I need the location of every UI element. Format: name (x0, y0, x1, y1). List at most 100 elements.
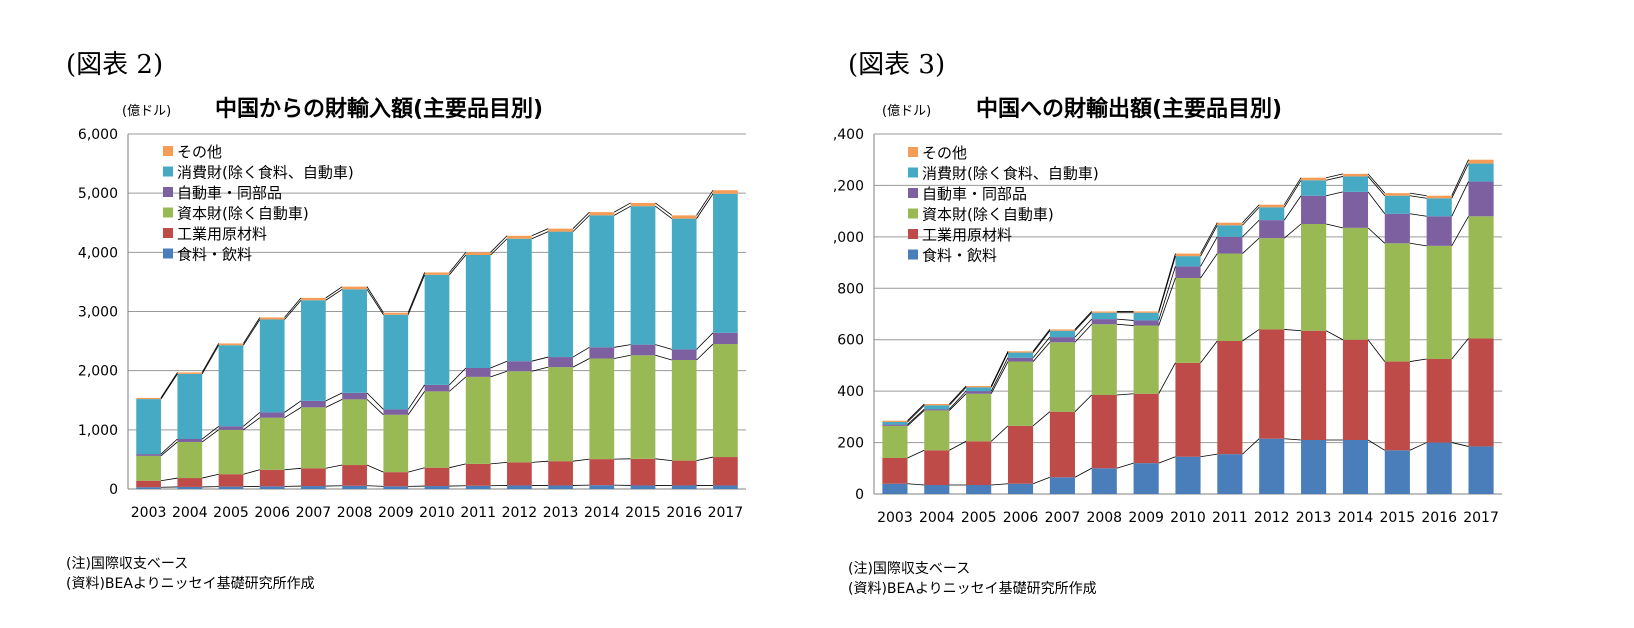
series-line (490, 370, 508, 378)
x-tick-label: 2011 (1212, 510, 1248, 526)
series-line (696, 332, 714, 350)
y-tick-label: 600 (837, 333, 864, 349)
series-line (572, 458, 590, 462)
bar-segment-capital (1133, 325, 1159, 394)
bar-segment-consumer (713, 193, 738, 333)
series-line (160, 372, 178, 399)
series-line (1074, 318, 1092, 338)
bar-segment-other (966, 386, 992, 388)
series-line (907, 405, 925, 423)
bar-segment-capital (383, 414, 409, 473)
bar-segment-food (507, 485, 532, 489)
bar-segment-consumer (1301, 180, 1327, 196)
bar-segment-industrial (1175, 362, 1201, 457)
figure-label: (図表 2) (66, 50, 164, 80)
series-line (696, 456, 714, 461)
bar-segment-industrial (218, 474, 244, 487)
bar-segment-capital (1259, 238, 1285, 330)
series-line (1158, 456, 1176, 464)
bar-segment-other (1301, 177, 1327, 181)
note-source: (資料)BEAよりニッセイ基礎研究所作成 (848, 581, 1097, 597)
bar-segment-industrial (259, 469, 285, 487)
bar-segment-capital (882, 425, 908, 458)
bar-segment-industrial (465, 463, 491, 486)
legend-label-auto: 自動車・同部品 (922, 185, 1027, 203)
bar-segment-auto (1217, 236, 1243, 254)
bar-segment-consumer (882, 422, 908, 425)
bar-segment-food (1342, 440, 1369, 494)
bar-segment-industrial (713, 457, 738, 486)
bar-segment-industrial (630, 458, 656, 486)
legend-swatch-capital (908, 208, 918, 219)
series-line (366, 392, 384, 410)
series-line (201, 343, 219, 373)
series-line (366, 485, 384, 487)
bar-segment-consumer (1384, 195, 1410, 214)
series-line (490, 235, 508, 253)
series-line (160, 438, 178, 455)
bar-segment-other (1384, 193, 1410, 196)
series-line (160, 477, 178, 482)
series-line (449, 367, 467, 386)
bar-segment-capital (1342, 227, 1369, 340)
series-line (325, 464, 343, 469)
series-line (1409, 442, 1427, 451)
series-line (1326, 176, 1343, 181)
bar-segment-food (1384, 450, 1410, 494)
series-line (531, 366, 549, 372)
series-line (696, 343, 714, 361)
legend-label-food: 食料・飲料 (177, 246, 252, 264)
bar-segment-industrial (671, 460, 697, 486)
bar-segment-consumer (259, 319, 285, 413)
bar-segment-industrial (1259, 329, 1285, 439)
series-line (572, 215, 590, 232)
bar-segment-food (424, 486, 450, 489)
series-line (613, 205, 631, 216)
x-tick-label: 2013 (543, 505, 579, 521)
bar-segment-consumer (1468, 163, 1494, 182)
bar-segment-other (1133, 311, 1159, 313)
bar-segment-consumer (924, 405, 950, 410)
bar-segment-consumer (1091, 312, 1117, 320)
series-line (407, 274, 426, 315)
series-line (1200, 340, 1218, 364)
legend-label-capital: 資本財(除く自動車) (177, 205, 309, 223)
bar-segment-auto (1049, 337, 1075, 343)
chart-notes: (注)国際収支ベース (資料)BEAよりニッセイ基礎研究所作成 (848, 559, 1097, 599)
series-line (1116, 462, 1134, 469)
note-source: (資料)BEAよりニッセイ基礎研究所作成 (66, 576, 315, 592)
series-line (1242, 329, 1260, 342)
series-line (949, 390, 967, 410)
series-line (1200, 222, 1218, 254)
bar-segment-consumer (1007, 352, 1034, 358)
series-line (907, 408, 925, 425)
bar-segment-consumer (1133, 312, 1159, 321)
bar-segment-consumer (630, 206, 656, 345)
bar-segment-auto (136, 454, 161, 456)
series-line (201, 345, 219, 375)
bar-segment-other (465, 252, 491, 255)
series-line (407, 384, 425, 410)
bar-segment-industrial (1217, 341, 1243, 455)
bar-segment-auto (1259, 220, 1285, 239)
bar-segment-auto (1426, 216, 1452, 246)
series-line (407, 391, 425, 415)
bar-segment-capital (1426, 245, 1452, 359)
series-line (613, 202, 631, 213)
bar-segment-auto (548, 357, 573, 368)
bar-segment-consumer (383, 314, 409, 410)
bar-segment-auto (882, 424, 908, 426)
chart-panel-imports: (図表 2) (億ドル) 中国からの財輸入額(主要品目別) 0 1,000 2,000 3… (0, 0, 800, 628)
bar-segment-food (1007, 483, 1034, 494)
bar-segment-industrial (1007, 425, 1034, 484)
series-line (907, 410, 925, 427)
x-tick-label: 2016 (666, 505, 702, 521)
bar-segment-other (1426, 195, 1452, 199)
series-line (990, 351, 1009, 387)
bar-segment-capital (589, 358, 615, 460)
series-line (990, 361, 1009, 394)
series-line (949, 393, 967, 411)
bar-segment-food (177, 486, 203, 489)
bar-segment-other (1217, 222, 1243, 226)
bar-segment-other (136, 397, 161, 400)
